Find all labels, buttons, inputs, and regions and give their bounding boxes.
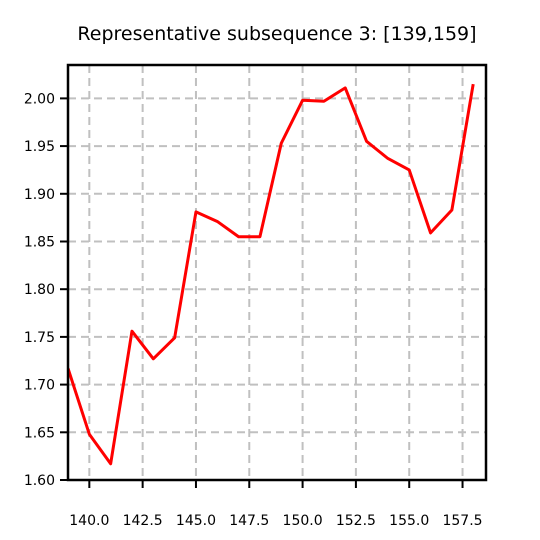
y-tick-label: 1.65 [24, 425, 55, 441]
y-tick-label: 1.90 [24, 187, 55, 203]
x-tick-label: 147.5 [229, 513, 269, 529]
chart-title: Representative subsequence 3: [139,159] [77, 23, 476, 45]
y-tick-label: 2.00 [24, 91, 55, 107]
series-line [68, 83, 475, 466]
y-tick-label: 1.85 [24, 234, 55, 250]
x-tick-label: 145.0 [176, 513, 216, 529]
x-tick-label: 142.5 [123, 513, 163, 529]
y-tick-label: 1.95 [24, 139, 55, 155]
y-tick-label: 1.80 [24, 282, 55, 298]
x-axis: 140.0 142.5 145.0 147.5 150.0 152.5 155.0 157.5 [69, 480, 483, 529]
grid [68, 65, 486, 481]
x-tick-label: 140.0 [69, 513, 109, 529]
x-tick-label: 157.5 [442, 513, 482, 529]
y-tick-label: 1.60 [24, 473, 55, 489]
series-layer [68, 83, 475, 466]
x-tick-label: 150.0 [283, 513, 323, 529]
y-tick-label: 1.75 [24, 330, 55, 346]
y-axis: 1.60 1.65 1.70 1.75 1.80 1.85 1.90 1.95 2.00 [24, 91, 68, 489]
x-tick-label: 155.0 [389, 513, 429, 529]
x-tick-label: 152.5 [336, 513, 376, 529]
y-tick-label: 1.70 [24, 378, 55, 394]
axes-frame [66, 63, 488, 482]
